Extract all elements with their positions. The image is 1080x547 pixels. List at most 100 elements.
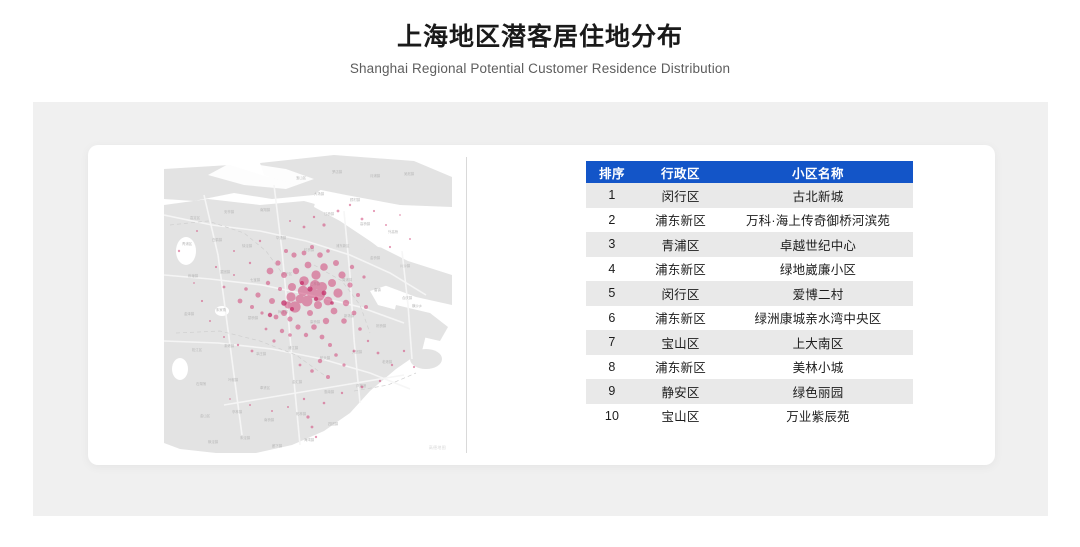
svg-text:金山区: 金山区 [200,413,211,418]
cell-district: 宝山区 [661,336,700,351]
svg-text:松江区: 松江区 [192,347,203,352]
cell-community: 绿地崴廉小区 [779,263,857,278]
svg-text:宝山区: 宝山区 [296,175,307,180]
table-row[interactable]: 9 静安区 绿色丽园 [586,379,913,404]
cell-rank: 9 [608,384,616,399]
svg-text:芦潮港: 芦潮港 [356,383,367,388]
svg-text:大场镇: 大场镇 [314,191,325,196]
cell-district: 宝山区 [661,410,700,425]
column-header-community: 小区名称 [723,161,913,183]
map-pane[interactable]: 嘉定区 安亭镇 南翔镇 宝山区 罗店镇 月浦镇 吴淞镇 大场镇 顾村镇 江桥镇 高桥镇 外高桥 … [88,145,467,465]
cell-rank: 3 [608,237,616,252]
cell-rank: 1 [608,188,616,203]
cell-district: 浦东新区 [655,214,706,229]
svg-text:青浦区: 青浦区 [182,241,193,246]
cell-district: 闵行区 [661,287,700,302]
table-row[interactable]: 5 闵行区 爱博二村 [586,281,913,306]
pane-divider [466,157,467,453]
svg-text:合庆镇: 合庆镇 [402,295,413,300]
table-row[interactable]: 1 闵行区 古北新城 [586,183,913,208]
svg-text:惠南镇: 惠南镇 [324,389,335,394]
cell-community: 古北新城 [792,189,844,204]
svg-text:安亭镇: 安亭镇 [224,209,235,214]
svg-text:练塘镇: 练塘镇 [188,273,199,278]
svg-text:吴淞镇: 吴淞镇 [404,171,415,176]
svg-text:航头镇: 航头镇 [320,355,331,360]
svg-text:柘林镇: 柘林镇 [296,411,307,416]
cell-rank: 6 [608,310,616,325]
shanghai-map[interactable]: 嘉定区 安亭镇 南翔镇 宝山区 罗店镇 月浦镇 吴淞镇 大场镇 顾村镇 江桥镇 高桥镇 外高桥 … [164,155,452,455]
table-row[interactable]: 8 浦东新区 美林小城 [586,354,913,379]
table-row[interactable]: 7 宝山区 上大南区 [586,330,913,355]
cell-rank: 10 [604,408,620,423]
table-row[interactable]: 3 青浦区 卓越世纪中心 [586,232,913,257]
page-subtitle: Shanghai Regional Potential Customer Res… [349,61,731,77]
cell-community: 上大南区 [792,336,844,351]
svg-text:祝桥镇: 祝桥镇 [376,323,387,328]
svg-text:浦江镇: 浦江镇 [288,345,299,350]
table-row[interactable]: 6 浦东新区 绿洲康城亲水湾中央区 [586,305,913,330]
table-row[interactable]: 2 浦东新区 万科·海上传奇御桥河滨苑 [586,207,913,232]
svg-text:徐泾镇: 徐泾镇 [242,243,253,248]
cell-community: 卓越世纪中心 [779,238,857,253]
customer-density-points [177,203,416,439]
svg-text:朱家角: 朱家角 [216,307,226,312]
svg-text:朱泾镇: 朱泾镇 [240,435,251,440]
cell-community: 万科·海上传奇御桥河滨苑 [745,214,891,229]
svg-text:外高桥: 外高桥 [388,229,399,234]
svg-text:南桥镇: 南桥镇 [264,417,275,422]
svg-text:唐镇: 唐镇 [374,287,381,292]
cell-rank: 8 [608,359,616,374]
cell-community: 美林小城 [792,361,844,376]
svg-text:金泽镇: 金泽镇 [184,311,195,316]
svg-text:南翔镇: 南翔镇 [260,207,271,212]
cell-district: 静安区 [661,385,700,400]
svg-text:七宝镇: 七宝镇 [250,277,261,282]
table-row[interactable]: 4 浦东新区 绿地崴廉小区 [586,256,913,281]
cell-district: 青浦区 [661,238,700,253]
table-row[interactable]: 10 宝山区 万业紫辰苑 [586,403,913,428]
svg-text:月浦镇: 月浦镇 [370,173,381,178]
svg-text:枫泾镇: 枫泾镇 [208,439,219,444]
svg-text:闵行区: 闵行区 [282,271,293,276]
svg-text:金桥镇: 金桥镇 [370,255,381,260]
cell-rank: 2 [608,212,616,227]
map-roads [164,184,427,446]
cell-district: 闵行区 [661,189,700,204]
svg-text:华漕镇: 华漕镇 [276,235,287,240]
column-header-district: 行政区 [638,161,723,183]
svg-text:白鹤镇: 白鹤镇 [212,237,223,242]
svg-text:叶榭镇: 叶榭镇 [228,377,239,382]
title-block: 上海地区潜客居住地分布 Shanghai Regional Potential … [0,22,1080,77]
svg-text:四团镇: 四团镇 [328,421,339,426]
svg-text:金汇镇: 金汇镇 [292,379,303,384]
column-header-rank: 排序 [586,161,638,183]
svg-text:海湾镇: 海湾镇 [304,437,315,442]
svg-text:重固镇: 重固镇 [220,269,231,274]
svg-text:罗店镇: 罗店镇 [332,169,343,174]
svg-text:顾村镇: 顾村镇 [350,197,361,202]
svg-text:虹桥镇: 虹桥镇 [304,247,315,252]
svg-text:颛桥镇: 颛桥镇 [248,315,259,320]
customer-density-core [267,281,334,318]
map-water [172,161,452,380]
cell-community: 爱博二村 [792,287,844,302]
table-header-row: 排序 行政区 小区名称 [586,161,913,183]
cell-community: 绿洲康城亲水湾中央区 [754,312,882,327]
svg-text:新场镇: 新场镇 [344,313,355,318]
svg-text:泖港镇: 泖港镇 [224,343,235,348]
svg-text:横沙乡: 横沙乡 [412,303,423,308]
cell-district: 浦东新区 [655,263,706,278]
cell-rank: 4 [608,261,616,276]
cell-community: 万业紫辰苑 [786,410,850,425]
svg-text:高桥镇: 高桥镇 [360,221,371,226]
svg-text:浦东新区: 浦东新区 [336,243,350,248]
svg-text:嘉定区: 嘉定区 [190,215,201,220]
svg-text:康桥镇: 康桥镇 [310,319,321,324]
page-title: 上海地区潜客居住地分布 [396,23,683,51]
content-card: 嘉定区 安亭镇 南翔镇 宝山区 罗店镇 月浦镇 吴淞镇 大场镇 顾村镇 江桥镇 高桥镇 外高桥 … [88,145,995,465]
table-pane: 排序 行政区 小区名称 1 闵行区 古北新城 2 浦东新区 万科·海上传奇御桥河… [467,145,995,465]
